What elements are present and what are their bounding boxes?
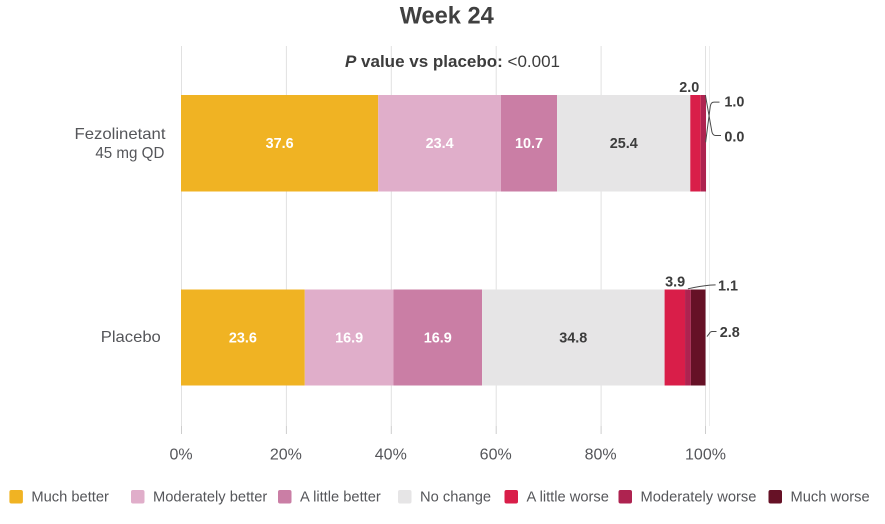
svg-text:3.9: 3.9 [665,275,685,291]
svg-text:Placebo: Placebo [101,329,161,346]
svg-text:A little better: A little better [300,490,381,506]
svg-text:20%: 20% [270,447,302,464]
svg-text:45 mg QD: 45 mg QD [95,145,164,162]
svg-text:2.8: 2.8 [720,325,740,341]
svg-text:100%: 100% [685,447,726,464]
svg-text:0.0: 0.0 [724,130,744,146]
svg-text:P value vs placebo: <0.001: P value vs placebo: <0.001 [345,52,560,71]
svg-text:Much better: Much better [31,490,109,506]
svg-text:23.4: 23.4 [426,136,454,152]
svg-text:Moderately worse: Moderately worse [641,490,757,506]
svg-text:No change: No change [420,490,491,506]
svg-text:Much worse: Much worse [791,490,870,506]
svg-text:Week 24: Week 24 [400,3,494,29]
svg-text:25.4: 25.4 [610,136,638,152]
svg-text:10.7: 10.7 [515,136,543,152]
svg-text:A little worse: A little worse [527,490,609,506]
svg-text:Fezolinetant: Fezolinetant [75,126,167,143]
svg-text:40%: 40% [375,447,407,464]
svg-text:2.0: 2.0 [679,80,699,96]
svg-text:34.8: 34.8 [559,331,587,347]
svg-text:1.0: 1.0 [724,94,744,110]
svg-text:0%: 0% [169,447,192,464]
svg-text:Moderately better: Moderately better [153,490,267,506]
svg-text:37.6: 37.6 [266,136,294,152]
svg-text:23.6: 23.6 [229,331,257,347]
svg-text:1.1: 1.1 [718,279,738,295]
svg-text:60%: 60% [480,447,512,464]
svg-text:16.9: 16.9 [424,331,452,347]
svg-text:80%: 80% [585,447,617,464]
svg-text:16.9: 16.9 [335,331,363,347]
